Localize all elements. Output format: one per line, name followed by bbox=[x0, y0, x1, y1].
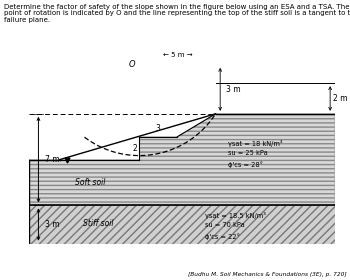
Text: Soft soil: Soft soil bbox=[75, 178, 106, 187]
Text: 3 m: 3 m bbox=[226, 85, 241, 94]
Text: [Budhu M. Soil Mechanics & Foundations (3E), p. 720]: [Budhu M. Soil Mechanics & Foundations (… bbox=[188, 272, 346, 277]
Polygon shape bbox=[29, 114, 335, 206]
Text: Stiff soil: Stiff soil bbox=[83, 219, 113, 228]
Text: ← 5 m →: ← 5 m → bbox=[163, 52, 192, 58]
Text: ϕ'cs = 22°: ϕ'cs = 22° bbox=[205, 233, 240, 240]
Text: γsat = 18 kN/m³: γsat = 18 kN/m³ bbox=[228, 140, 282, 147]
Text: Determine the factor of safety of the slope shown in the figure below using an E: Determine the factor of safety of the sl… bbox=[4, 4, 350, 10]
Text: failure plane.: failure plane. bbox=[4, 17, 50, 22]
Text: su = 70 kPa: su = 70 kPa bbox=[205, 222, 245, 228]
Text: 3 m: 3 m bbox=[44, 220, 59, 229]
Text: 7 m: 7 m bbox=[44, 155, 59, 164]
Text: 2: 2 bbox=[132, 144, 137, 153]
Text: 2 m: 2 m bbox=[333, 94, 348, 103]
Text: O: O bbox=[129, 60, 135, 69]
Text: ϕ'cs = 28°: ϕ'cs = 28° bbox=[228, 161, 263, 168]
Polygon shape bbox=[29, 206, 335, 244]
Text: su = 25 kPa: su = 25 kPa bbox=[228, 150, 267, 157]
Text: γsat = 18.5 kN/m³: γsat = 18.5 kN/m³ bbox=[205, 211, 266, 218]
Text: 3: 3 bbox=[156, 124, 161, 133]
Text: point of rotation is indicated by O and the line representing the top of the sti: point of rotation is indicated by O and … bbox=[4, 10, 350, 16]
